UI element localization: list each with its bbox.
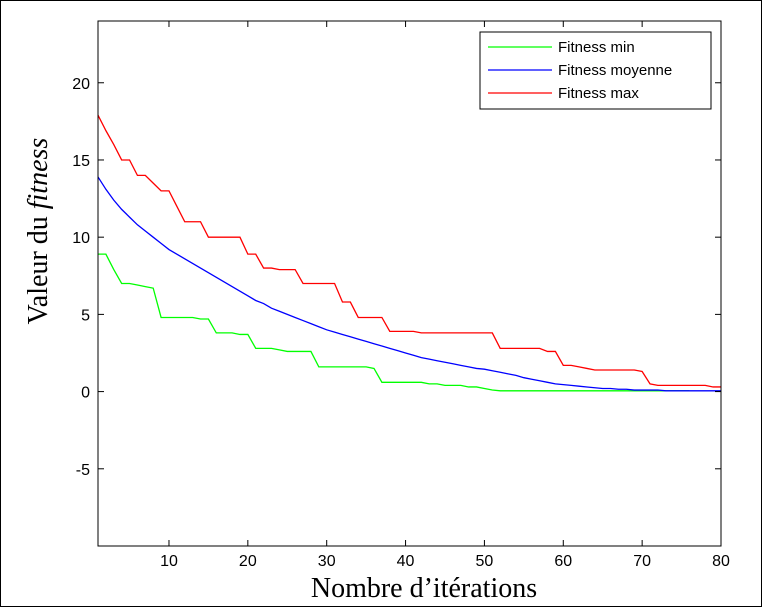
y-axis-label: Valeur du fitness	[23, 138, 54, 325]
series-layer	[97, 114, 721, 392]
axes-box	[97, 20, 722, 547]
x-tick-label: 10	[160, 553, 178, 570]
y-axis-label-prefix: Valeur du	[23, 209, 54, 324]
legend: Fitness min Fitness moyenne Fitness max	[479, 31, 712, 110]
series-line-2	[97, 176, 721, 392]
y-tick-label: 5	[81, 307, 90, 324]
legend-entry-label: Fitness min	[558, 39, 635, 56]
y-tick-label: 0	[81, 385, 90, 402]
x-tick-label: 40	[397, 553, 415, 570]
x-tick-label: 60	[554, 553, 572, 570]
y-tick-label: 20	[72, 76, 90, 93]
x-tick-label: 20	[239, 553, 257, 570]
y-tick-label: 10	[72, 230, 90, 247]
x-tick-label: 80	[712, 553, 730, 570]
x-axis-label: Nombre d’itérations	[311, 573, 537, 604]
series-line-1	[98, 253, 690, 392]
legend-entry-label: Fitness moyenne	[558, 62, 672, 79]
y-tick-label: -5	[76, 462, 90, 479]
x-tick-label: 70	[633, 553, 651, 570]
legend-entry-label: Fitness max	[558, 85, 639, 102]
axes-layer: 10 20 30 40 50 60 70 80 -5 0 5 10 15 20	[72, 20, 730, 570]
y-axis-label-italic: fitness	[23, 138, 54, 210]
series-line-3	[97, 114, 721, 388]
y-tick-label: 15	[72, 153, 90, 170]
x-tick-label: 50	[476, 553, 494, 570]
x-tick-label: 30	[318, 553, 336, 570]
